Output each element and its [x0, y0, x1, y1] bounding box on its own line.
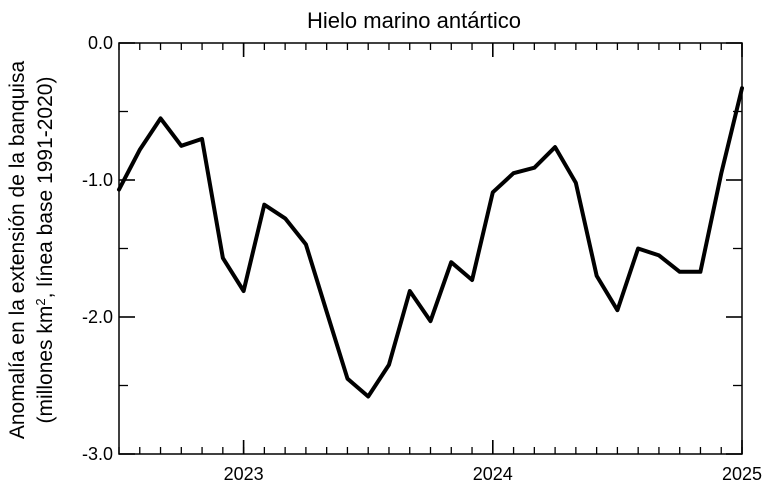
tick-labels: 2023 2024 2025 0.0 -1.0 -2.0 -3.0 — [82, 33, 762, 484]
plot-frame — [118, 42, 743, 455]
y-axis-label-units: (millones km2, línea base 1991-2020) — [33, 77, 58, 424]
y-axis-units-superscript: 2 — [33, 298, 48, 305]
x-tick-label: 2024 — [473, 464, 513, 484]
y-axis-units-prefix: (millones km — [34, 306, 57, 424]
series-line-antarctic-sea-ice-anomaly — [117, 86, 744, 399]
chart-title: Hielo marino antártico — [307, 8, 521, 33]
minor-ticks — [118, 43, 743, 454]
y-tick-label: -2.0 — [82, 307, 113, 327]
y-axis-label: Anomalía en la extensión de la banquisa — [6, 61, 29, 440]
major-ticks — [119, 42, 743, 455]
x-tick-label: 2023 — [224, 464, 264, 484]
x-tick-label: 2025 — [722, 464, 762, 484]
y-tick-label: 0.0 — [88, 33, 113, 53]
y-tick-label: -1.0 — [82, 170, 113, 190]
y-tick-label: -3.0 — [82, 444, 113, 464]
y-axis-units-suffix: , línea base 1991-2020) — [34, 77, 57, 299]
